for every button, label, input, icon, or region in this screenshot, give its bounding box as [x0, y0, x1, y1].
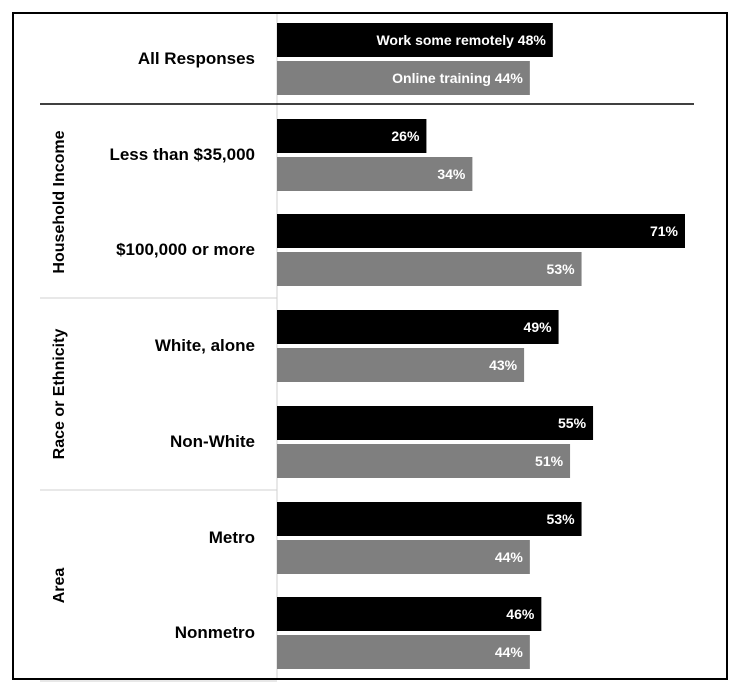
bar-data-label: 34% — [437, 166, 466, 182]
bar-online-training — [277, 348, 525, 382]
bar-online-training — [277, 444, 571, 478]
bar-data-label: 44% — [495, 644, 524, 660]
category-label: $100,000 or more — [116, 240, 255, 259]
group-label: Area — [51, 568, 68, 604]
bar-work-some-remotely — [277, 597, 542, 631]
group-label: Household Income — [51, 130, 68, 273]
bar-data-label: 53% — [547, 261, 576, 277]
category-label: White, alone — [155, 336, 255, 355]
bar-data-label: 71% — [650, 223, 679, 239]
bar-work-some-remotely — [277, 502, 582, 536]
category-label: Metro — [209, 528, 255, 547]
bar-online-training — [277, 157, 473, 191]
bar-data-label: 55% — [558, 415, 587, 431]
bar-work-some-remotely — [277, 23, 553, 57]
bar-work-some-remotely — [277, 310, 559, 344]
category-label: Less than $35,000 — [109, 145, 255, 164]
category-label: All Responses — [138, 49, 255, 68]
bar-online-training — [277, 540, 530, 574]
bar-work-some-remotely — [277, 406, 594, 440]
bar-data-label: 49% — [524, 319, 553, 335]
category-label: Nonmetro — [175, 623, 255, 642]
bar-data-label: 46% — [506, 606, 535, 622]
bar-online-training — [277, 635, 530, 669]
group-label: Race or Ethnicity — [51, 329, 68, 460]
bar-data-label: 26% — [391, 128, 420, 144]
bar-data-label: Work some remotely 48% — [376, 32, 546, 48]
bar-work-some-remotely — [277, 214, 685, 248]
category-label: Non-White — [170, 432, 255, 451]
bar-data-label: 43% — [489, 357, 518, 373]
bar-work-some-remotely — [277, 119, 427, 153]
bar-data-label: 51% — [535, 453, 564, 469]
bar-data-label: 53% — [547, 511, 576, 527]
bar-data-label: 44% — [495, 549, 524, 565]
bar-data-label: Online training 44% — [392, 70, 523, 86]
bar-online-training — [277, 61, 530, 95]
bar-online-training — [277, 252, 582, 286]
